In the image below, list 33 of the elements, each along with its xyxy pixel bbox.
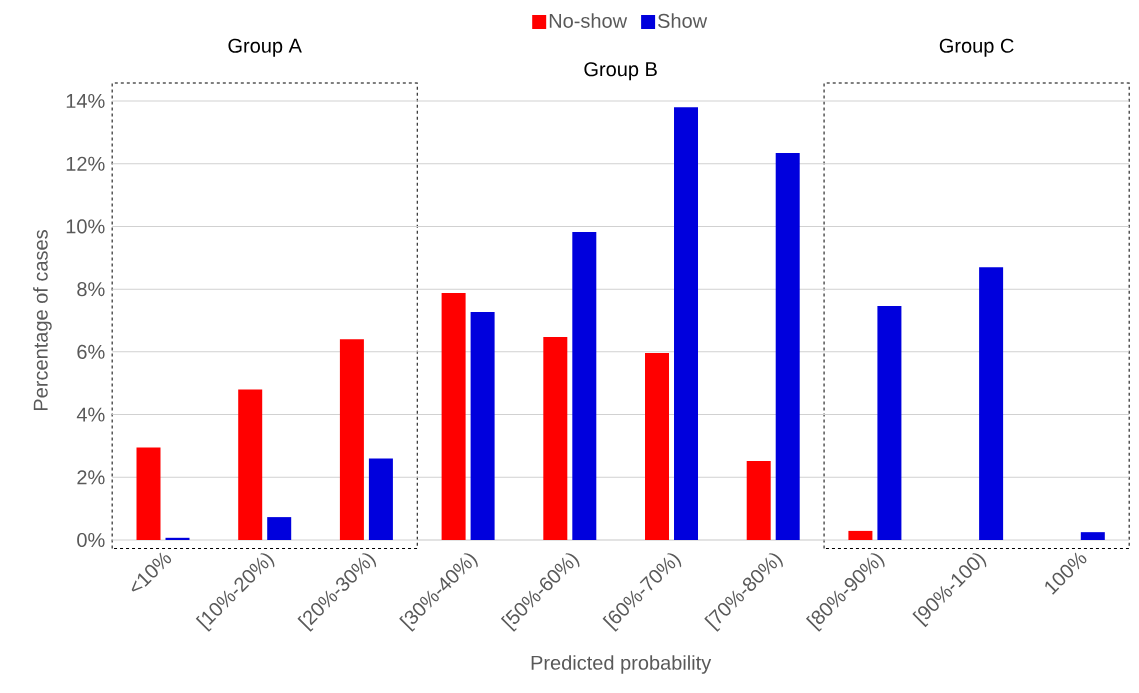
bar <box>368 458 393 540</box>
bar <box>267 517 292 540</box>
bar <box>543 337 568 540</box>
bar <box>1080 532 1105 540</box>
bar <box>848 530 873 540</box>
y-axis-title: Percentage of cases <box>33 230 52 411</box>
text: Group B <box>584 62 657 81</box>
bar <box>645 353 670 540</box>
bar <box>877 306 902 540</box>
legend-label: No-show <box>549 13 628 28</box>
band-label: Group C <box>939 38 1014 57</box>
y-tick-label: 2% <box>77 470 105 485</box>
bar <box>572 232 597 540</box>
bar <box>339 339 364 540</box>
legend-label: Show <box>658 13 708 28</box>
y-tick-label: 12% <box>66 156 105 171</box>
y-tick-label: 0% <box>77 532 105 548</box>
y-tick-label: 10% <box>66 219 105 234</box>
bar <box>238 389 263 540</box>
y-tick-label: 6% <box>77 344 105 359</box>
bar <box>136 447 161 540</box>
bar <box>674 107 699 540</box>
x-axis-title: Predicted probability <box>531 655 712 674</box>
y-tick-label: 14% <box>66 93 105 108</box>
bar <box>775 153 800 540</box>
bar <box>746 460 771 540</box>
bar <box>165 537 190 540</box>
bar <box>470 312 495 540</box>
y-tick-label: 4% <box>76 407 105 422</box>
bar <box>441 292 466 540</box>
bar <box>979 267 1004 540</box>
y-tick-label: 8% <box>77 282 105 297</box>
band-label: Group A <box>228 38 302 57</box>
